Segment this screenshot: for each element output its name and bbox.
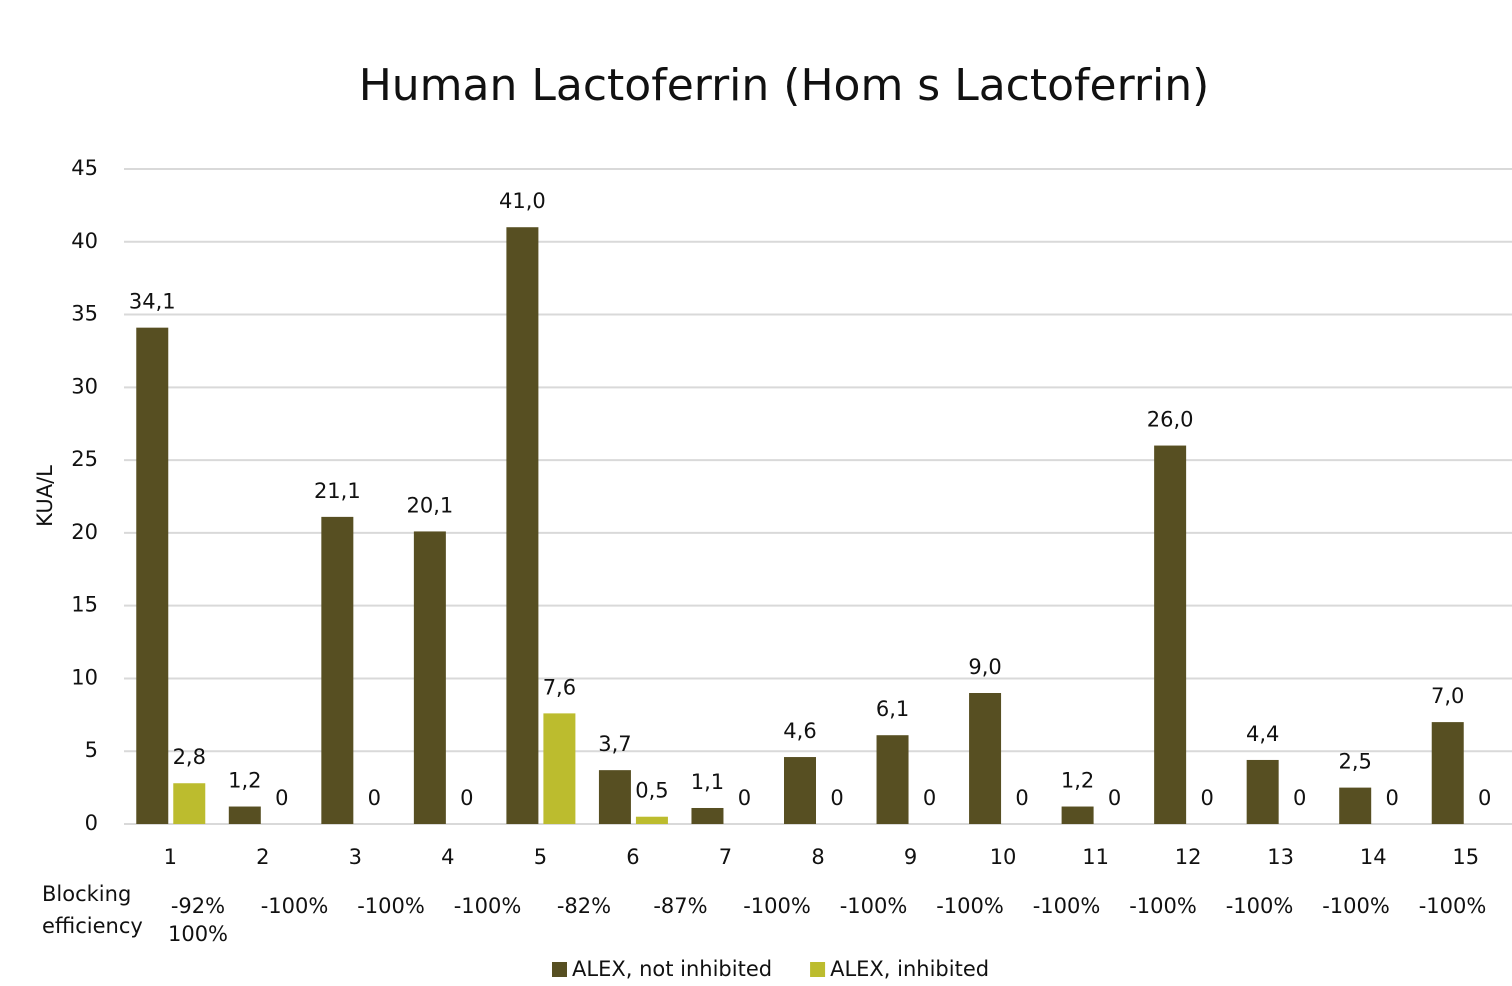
bar <box>543 713 576 824</box>
blocking-value: -100% <box>261 894 329 918</box>
x-tick-label: 12 <box>1175 845 1202 869</box>
bar <box>635 816 668 824</box>
data-label: 1,2 <box>228 769 261 793</box>
data-label: 21,1 <box>314 479 361 503</box>
blocking-value: -87% <box>653 894 707 918</box>
bar <box>1154 445 1187 824</box>
y-tick-label: 10 <box>71 665 98 689</box>
blocking-value: -100% <box>1129 894 1197 918</box>
blocking-value: -92% <box>171 894 225 918</box>
y-tick-label: 20 <box>71 520 98 544</box>
data-label: 0 <box>1200 786 1213 810</box>
x-tick-label: 2 <box>256 845 269 869</box>
data-label: 0 <box>1386 786 1399 810</box>
bar <box>173 783 206 824</box>
data-label: 9,0 <box>968 655 1001 679</box>
data-label: 0 <box>1015 786 1028 810</box>
data-label: 41,0 <box>499 189 546 213</box>
x-tick-label: 1 <box>164 845 177 869</box>
bar <box>506 227 539 824</box>
bar <box>969 693 1002 824</box>
data-label: 0 <box>1293 786 1306 810</box>
bar <box>136 327 169 824</box>
y-tick-label: 5 <box>85 738 98 762</box>
legend-label: ALEX, not inhibited <box>572 957 772 981</box>
x-tick-label: 8 <box>811 845 824 869</box>
blocking-value: -100% <box>1322 894 1390 918</box>
bar <box>784 757 816 824</box>
data-label: 2,8 <box>173 745 206 769</box>
data-label: 20,1 <box>406 493 453 517</box>
data-label: 4,4 <box>1246 722 1279 746</box>
bar <box>598 770 631 824</box>
y-tick-label: 35 <box>71 302 98 326</box>
blocking-value: -82% <box>557 894 611 918</box>
data-label: 0 <box>368 786 381 810</box>
legend-swatch <box>810 962 826 977</box>
chart-title: Human Lactoferrin (Hom s Lactoferrin) <box>359 60 1210 111</box>
data-label: 0 <box>1478 786 1491 810</box>
blocking-value: -100% <box>357 894 425 918</box>
x-tick-label: 7 <box>719 845 732 869</box>
data-label: 0 <box>460 786 473 810</box>
blocking-value: -100% <box>936 894 1004 918</box>
x-tick-label: 3 <box>349 845 362 869</box>
data-label: 0 <box>923 786 936 810</box>
blocking-value: -100% <box>840 894 908 918</box>
blocking-value: -100% <box>454 894 522 918</box>
data-label: 0 <box>830 786 843 810</box>
data-label: 7,6 <box>543 675 576 699</box>
x-tick-label: 10 <box>990 845 1017 869</box>
x-tick-label: 4 <box>441 845 454 869</box>
bar <box>321 516 354 824</box>
bar <box>228 806 261 824</box>
x-tick-label: 11 <box>1082 845 1109 869</box>
y-tick-label: 30 <box>71 374 98 398</box>
blocking-value: 100% <box>168 922 228 946</box>
data-label: 0,5 <box>635 779 668 803</box>
blocking-value: -100% <box>743 894 811 918</box>
y-axis-label: KUA/L <box>33 465 57 527</box>
x-tick-label: 14 <box>1360 845 1387 869</box>
x-tick-label: 9 <box>904 845 917 869</box>
bar <box>876 735 909 824</box>
bar <box>691 807 724 824</box>
bar <box>413 531 446 824</box>
x-tick-label: 15 <box>1452 845 1479 869</box>
y-tick-label: 15 <box>71 593 98 617</box>
data-label: 7,0 <box>1431 684 1464 708</box>
data-label: 6,1 <box>876 697 909 721</box>
bar <box>1061 806 1094 824</box>
blocking-value: -100% <box>1419 894 1487 918</box>
data-label: 0 <box>1108 786 1121 810</box>
legend-swatch <box>552 962 567 977</box>
data-label: 34,1 <box>129 290 176 314</box>
x-tick-label: 6 <box>626 845 639 869</box>
y-tick-label: 40 <box>71 229 98 253</box>
blocking-label: Blocking <box>42 882 131 906</box>
data-label: 3,7 <box>598 732 631 756</box>
x-tick-label: 13 <box>1267 845 1294 869</box>
data-label: 26,0 <box>1147 408 1194 432</box>
data-label: 2,5 <box>1338 750 1371 774</box>
data-label: 1,1 <box>691 770 724 794</box>
data-label: 0 <box>275 786 288 810</box>
y-tick-label: 0 <box>85 811 98 835</box>
bar <box>1339 787 1372 824</box>
y-tick-label: 45 <box>71 156 98 180</box>
blocking-value: -100% <box>1226 894 1294 918</box>
x-tick-label: 5 <box>534 845 547 869</box>
bar <box>1246 759 1279 824</box>
legend-label: ALEX, inhibited <box>830 957 989 981</box>
data-label: 0 <box>738 786 751 810</box>
blocking-value: -100% <box>1033 894 1101 918</box>
y-tick-label: 25 <box>71 447 98 471</box>
data-label: 4,6 <box>783 719 816 743</box>
data-label: 1,2 <box>1061 769 1094 793</box>
bar <box>1431 722 1464 824</box>
blocking-label: efficiency <box>42 914 143 938</box>
